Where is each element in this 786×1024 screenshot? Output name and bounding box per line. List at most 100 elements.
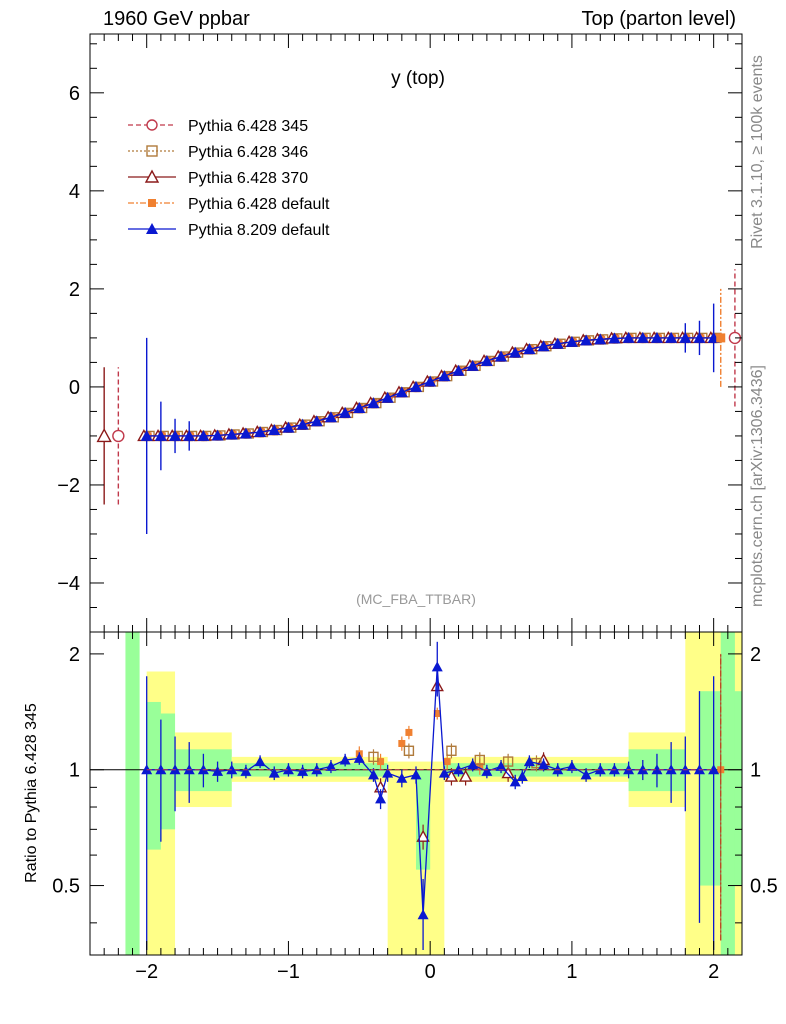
marker	[458, 769, 473, 782]
marker	[650, 331, 663, 343]
y-tick-label: 6	[69, 83, 80, 105]
marker	[96, 427, 112, 443]
marker	[410, 380, 422, 392]
header-left: 1960 GeV ppbar	[103, 8, 250, 30]
ratio-uncertainty-bands	[125, 632, 742, 955]
legend-label: Pythia 8.209 default	[188, 222, 330, 239]
marker	[679, 331, 692, 343]
header-right: Top (parton level)	[581, 8, 736, 30]
marker	[375, 793, 387, 804]
marker	[651, 764, 663, 775]
marker	[516, 771, 528, 782]
ratio-y-label: Ratio to Pythia 6.428 345	[23, 703, 40, 883]
marker	[438, 767, 450, 778]
marker	[183, 429, 196, 441]
y-tick-label: 4	[69, 181, 80, 203]
marker	[538, 759, 550, 770]
marker	[146, 223, 158, 234]
ratio-pythia-8-209-default	[141, 641, 720, 951]
marker	[405, 728, 413, 736]
marker	[395, 386, 408, 398]
marker	[523, 343, 536, 355]
marker	[268, 767, 280, 778]
ratio-y-tick-label: 1	[69, 760, 80, 782]
ratio-plot	[90, 641, 742, 951]
marker	[708, 764, 720, 775]
uncertainty-band	[720, 632, 735, 955]
legend-entry: Pythia 6.428 370	[128, 169, 308, 187]
marker	[226, 764, 238, 775]
marker	[403, 745, 415, 756]
ratio-y-tick-label: 2	[69, 644, 80, 666]
marker	[339, 754, 351, 765]
y-tick-label: −4	[57, 573, 80, 595]
mcplots-label: mcplots.cern.ch [arXiv:1306.3436]	[749, 365, 766, 607]
marker	[431, 661, 443, 672]
marker	[297, 765, 309, 776]
uncertainty-band	[146, 701, 161, 850]
marker	[443, 758, 451, 766]
ratio-series	[368, 743, 542, 772]
marker	[716, 333, 726, 343]
series-line	[146, 337, 714, 437]
marker	[268, 424, 281, 436]
legend: Pythia 6.428 345 Pythia 6.428 346 Pythia 6…	[128, 118, 330, 239]
marker	[211, 429, 224, 441]
marker	[481, 765, 493, 776]
marker	[140, 429, 153, 441]
marker	[566, 760, 578, 771]
marker	[509, 346, 522, 358]
marker	[466, 359, 479, 371]
uncertainty-band	[125, 632, 140, 955]
x-tick-label: 0	[425, 961, 436, 983]
analysis-tag: (MC_FBA_TTBAR)	[356, 591, 476, 607]
marker	[353, 401, 366, 413]
plot-title: y (top)	[391, 68, 445, 89]
marker	[240, 765, 252, 776]
series-line	[148, 337, 716, 437]
edge-point	[96, 367, 112, 505]
y-tick-label: −2	[57, 475, 80, 497]
axes: −2 −1 0 1 2 −4 −2 0 2 4 6 0.5 0.5 1 1 2 2	[52, 33, 778, 983]
y-tick-label: 0	[69, 377, 80, 399]
uncertainty-band	[160, 713, 176, 830]
marker	[353, 752, 365, 763]
marker	[112, 429, 125, 443]
marker	[377, 758, 385, 766]
ratio-y-tick-label: 0.5	[52, 876, 80, 898]
marker	[155, 764, 167, 775]
marker	[501, 766, 515, 779]
marker	[239, 427, 252, 439]
marker	[225, 428, 238, 440]
main-plot	[96, 269, 742, 534]
marker	[367, 769, 379, 780]
legend-label: Pythia 6.428 345	[188, 118, 308, 135]
marker	[433, 710, 441, 718]
marker	[381, 391, 394, 403]
marker	[608, 332, 621, 344]
ratio-y-tick-label-right: 1	[750, 760, 761, 782]
marker	[382, 767, 394, 778]
marker	[325, 760, 337, 771]
marker	[467, 759, 479, 770]
legend-entry: Pythia 6.428 345	[128, 118, 308, 135]
legend-label: Pythia 6.428 default	[188, 196, 330, 213]
marker	[367, 397, 380, 409]
marker	[537, 340, 550, 352]
series-pythia-8-209-default	[140, 303, 720, 534]
marker	[416, 829, 430, 842]
marker	[417, 909, 429, 920]
marker	[665, 331, 678, 343]
marker	[282, 421, 295, 433]
legend-label: Pythia 6.428 370	[188, 170, 308, 187]
marker	[396, 772, 408, 783]
legend-label: Pythia 6.428 346	[188, 144, 308, 161]
edge-point	[112, 367, 125, 505]
marker	[169, 429, 182, 441]
series-pythia-6-428-default	[144, 334, 719, 440]
marker	[509, 776, 521, 787]
marker	[453, 764, 465, 775]
series-line	[146, 337, 714, 437]
x-tick-label: −2	[135, 961, 158, 983]
